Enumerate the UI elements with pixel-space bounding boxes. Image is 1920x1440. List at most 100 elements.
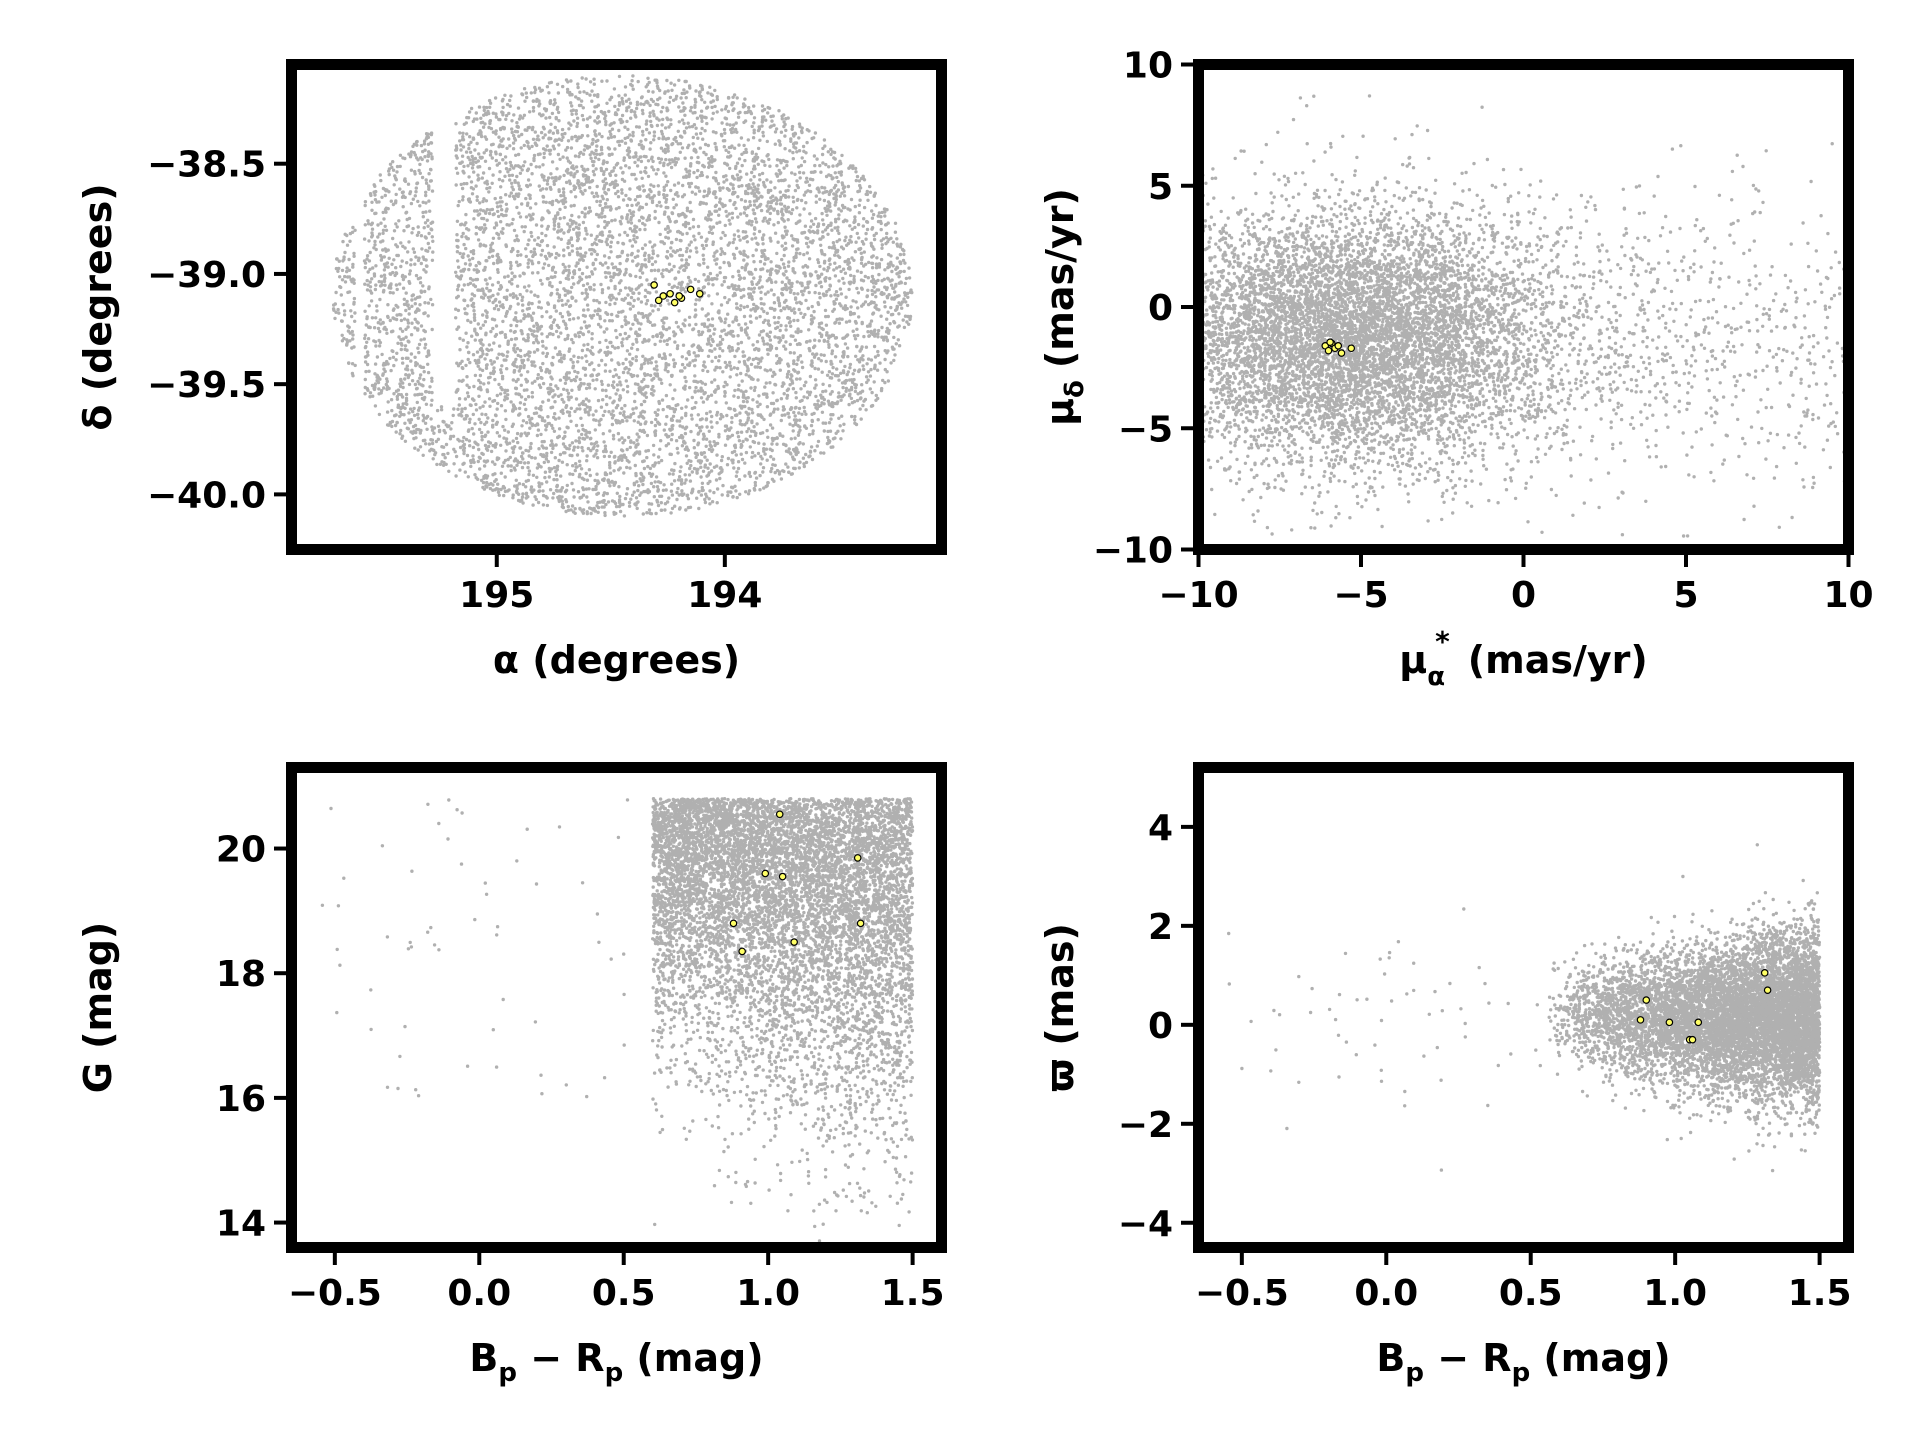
field-star-point	[473, 209, 476, 212]
field-star-point	[699, 114, 702, 117]
field-star-point	[730, 416, 733, 419]
field-star-point	[522, 164, 525, 167]
field-star-point	[787, 387, 790, 390]
field-star-point	[569, 171, 572, 174]
field-star-point	[651, 464, 654, 467]
field-star-point	[533, 380, 536, 383]
field-star-point	[728, 155, 731, 158]
field-star-point	[567, 398, 570, 401]
field-star-point	[771, 195, 774, 198]
field-star-point	[464, 470, 467, 473]
field-star-point	[423, 142, 426, 145]
field-star-point	[746, 326, 749, 329]
field-star-point	[679, 96, 682, 99]
field-star-point	[516, 250, 519, 253]
field-star-point	[647, 159, 650, 162]
field-star-point	[474, 157, 477, 160]
field-star-point	[545, 257, 548, 260]
field-star-point	[808, 212, 811, 215]
field-star-point	[413, 356, 416, 359]
field-star-point	[762, 134, 765, 137]
field-star-point	[437, 438, 440, 441]
field-star-point	[710, 155, 713, 158]
field-star-point	[608, 256, 611, 259]
field-star-point	[401, 361, 404, 364]
field-star-point	[617, 376, 620, 379]
field-star-point	[396, 421, 399, 424]
field-star-point	[389, 291, 392, 294]
field-star-point	[538, 489, 541, 492]
field-star-point	[783, 178, 786, 181]
field-star-point	[428, 442, 431, 445]
field-star-point	[422, 419, 425, 422]
field-star-point	[620, 407, 623, 410]
field-star-point	[475, 111, 478, 114]
field-star-point	[461, 463, 464, 466]
field-star-point	[713, 89, 716, 92]
field-star-point	[839, 287, 842, 290]
field-star-point	[580, 165, 583, 168]
field-star-point	[491, 444, 494, 447]
field-star-point	[843, 190, 846, 193]
field-star-point	[758, 333, 761, 336]
field-star-point	[512, 347, 515, 350]
field-star-point	[506, 170, 509, 173]
field-star-point	[591, 272, 594, 275]
field-star-point	[582, 106, 585, 109]
field-star-point	[891, 287, 894, 290]
field-star-point	[704, 501, 707, 504]
field-star-point	[698, 426, 701, 429]
field-star-point	[650, 156, 653, 159]
field-star-point	[813, 449, 816, 452]
field-star-point	[594, 156, 597, 159]
field-star-point	[339, 286, 342, 289]
field-star-point	[392, 309, 395, 312]
field-star-point	[502, 354, 505, 357]
field-star-point	[404, 440, 407, 443]
field-star-point	[629, 498, 632, 501]
field-star-point	[519, 434, 522, 437]
field-star-point	[497, 257, 500, 260]
field-star-point	[749, 321, 752, 324]
field-star-point	[750, 237, 753, 240]
field-star-point	[746, 418, 749, 421]
field-star-point	[628, 501, 631, 504]
field-star-point	[779, 190, 782, 193]
field-star-point	[593, 119, 596, 122]
field-star-point	[459, 148, 462, 151]
field-star-point	[815, 201, 818, 204]
field-star-point	[613, 135, 616, 138]
field-star-point	[519, 215, 522, 218]
field-star-point	[632, 305, 635, 308]
field-star-point	[645, 396, 648, 399]
field-star-point	[687, 506, 690, 509]
field-star-point	[407, 240, 410, 243]
field-star-point	[479, 243, 482, 246]
field-star-point	[653, 343, 656, 346]
field-star-point	[828, 277, 831, 280]
field-star-point	[407, 280, 410, 283]
field-star-point	[546, 504, 549, 507]
field-star-point	[685, 126, 688, 129]
field-star-point	[760, 159, 763, 162]
field-star-point	[538, 244, 541, 247]
field-star-point	[553, 400, 556, 403]
field-star-point	[510, 182, 513, 185]
field-star-point	[461, 440, 464, 443]
field-star-point	[701, 482, 704, 485]
field-star-point	[544, 428, 547, 431]
field-star-point	[552, 492, 555, 495]
field-star-point	[467, 351, 470, 354]
field-star-point	[504, 193, 507, 196]
field-star-point	[636, 500, 639, 503]
field-star-point	[660, 130, 663, 133]
field-star-point	[864, 238, 867, 241]
field-star-point	[601, 291, 604, 294]
field-star-point	[626, 254, 629, 257]
field-star-point	[813, 164, 816, 167]
field-star-point	[755, 476, 758, 479]
field-star-point	[875, 394, 878, 397]
field-star-point	[410, 169, 413, 172]
field-star-point	[468, 439, 471, 442]
field-star-point	[555, 199, 558, 202]
